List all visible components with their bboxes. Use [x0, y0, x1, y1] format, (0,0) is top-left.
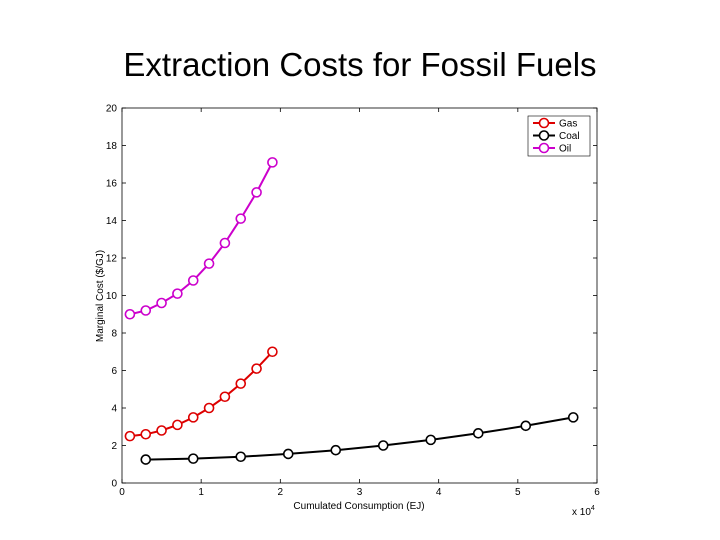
- series-gas: [124, 346, 278, 442]
- oil-point: [219, 237, 231, 249]
- legend-coal-label: Coal: [559, 131, 580, 142]
- coal-point: [282, 448, 294, 460]
- y-tick-label: 0: [111, 479, 117, 490]
- oil-point: [187, 275, 199, 286]
- coal-point: [425, 434, 437, 446]
- x-multiplier-base: x 10: [572, 507, 591, 518]
- coal-point: [520, 420, 532, 432]
- legend-gas-label: Gas: [559, 119, 577, 130]
- x-multiplier: x 104: [572, 505, 595, 518]
- y-tick-label: 2: [111, 441, 117, 452]
- x-axis-label: Cumulated Consumption (EJ): [293, 501, 424, 512]
- y-tick-label: 20: [106, 104, 118, 115]
- x-multiplier-exponent: 4: [591, 505, 595, 512]
- gas-point: [124, 430, 136, 442]
- gas-point: [187, 412, 199, 423]
- legend-oil-marker: [538, 142, 550, 154]
- oil-point: [140, 305, 152, 316]
- gas-point: [140, 428, 152, 440]
- coal-line: [145, 416, 574, 461]
- oil-point: [235, 213, 247, 224]
- coal-point: [472, 428, 484, 439]
- y-tick-label: 8: [111, 329, 117, 340]
- series-layer: [124, 157, 579, 465]
- gas-point: [251, 363, 262, 374]
- y-tick-label: 16: [106, 179, 118, 190]
- y-axis-label: Marginal Cost ($/GJ): [95, 250, 106, 342]
- coal-point: [330, 444, 342, 456]
- coal-point: [140, 454, 152, 465]
- x-tick-label: 6: [594, 487, 600, 498]
- y-tick-label: 14: [106, 216, 118, 227]
- oil-point: [251, 187, 262, 198]
- y-tick-label: 18: [106, 141, 118, 152]
- oil-point: [156, 297, 167, 309]
- gas-point: [203, 402, 215, 414]
- coal-point: [567, 412, 579, 423]
- x-tick-label: 1: [198, 487, 204, 498]
- gas-point: [267, 346, 278, 358]
- gas-point: [172, 419, 183, 431]
- coal-point: [235, 451, 247, 463]
- x-tick-label: 0: [119, 487, 125, 498]
- series-coal: [140, 412, 579, 465]
- x-tick-label: 2: [278, 487, 284, 498]
- legend-gas-marker: [538, 117, 550, 129]
- gas-point: [156, 425, 167, 436]
- oil-point: [203, 258, 215, 269]
- gas-point: [235, 378, 247, 389]
- oil-point: [172, 288, 183, 299]
- oil-point: [124, 308, 136, 320]
- gas-line: [129, 351, 274, 438]
- y-tick-label: 6: [111, 366, 117, 377]
- slide-title: Extraction Costs for Fossil Fuels: [123, 46, 597, 83]
- legend-coal-marker: [538, 130, 550, 141]
- x-tick-label: 3: [357, 487, 363, 498]
- x-tick-label: 4: [436, 487, 442, 498]
- oil-line: [129, 161, 274, 316]
- y-tick-label: 10: [106, 291, 118, 302]
- y-tick-label: 4: [111, 404, 117, 415]
- legend-oil-label: Oil: [559, 144, 571, 155]
- x-tick-label: 5: [515, 487, 521, 498]
- coal-point: [377, 440, 389, 451]
- gas-point: [219, 391, 231, 403]
- series-oil: [124, 157, 278, 320]
- y-tick-label: 12: [106, 254, 118, 265]
- coal-point: [187, 453, 199, 464]
- oil-point: [267, 157, 278, 168]
